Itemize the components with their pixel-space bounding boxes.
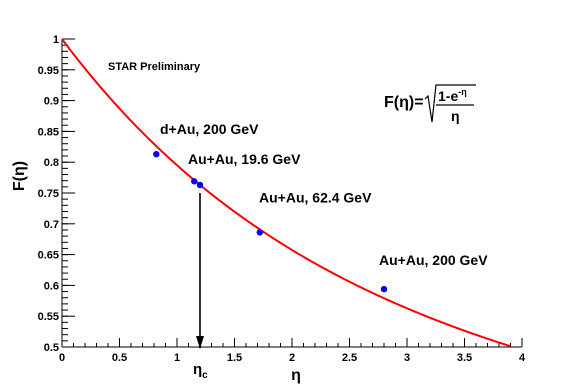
formula-numerator-exponent: -η — [458, 87, 467, 97]
y-tick-label: 0.6 — [44, 280, 59, 292]
y-axis-label: F(η) — [11, 161, 28, 191]
y-tick-label: 1 — [53, 34, 59, 46]
data-point — [196, 181, 204, 189]
y-tick-label: 0.5 — [44, 342, 59, 354]
y-tick-label: 0.75 — [38, 188, 59, 200]
x-tick-label: 2.5 — [342, 352, 357, 364]
plot-area — [62, 39, 522, 347]
x-axis-label: η — [291, 367, 301, 384]
formula-numerator: 1-e-η — [438, 87, 467, 104]
x-tick-label: 2 — [289, 352, 295, 364]
formula: F(η)= 1-e-η η — [384, 84, 476, 124]
y-tick-label: 0.65 — [38, 250, 59, 262]
eta-c-label: ηc — [193, 361, 208, 381]
data-points-layer: d+Au, 200 GeV Au+Au, 19.6 GeV Au+Au, 62.4 … — [153, 121, 488, 293]
x-tick-label: 1 — [174, 352, 180, 364]
x-tick-label: 3.5 — [457, 352, 472, 364]
x-tick-label: 0.5 — [112, 352, 127, 364]
y-tick-label: 0.7 — [44, 219, 59, 231]
data-point — [256, 229, 263, 236]
formula-denominator: η — [451, 108, 460, 124]
eta-c-label-subscript: c — [202, 370, 208, 381]
data-point — [191, 178, 198, 185]
formula-numerator-base: 1-e — [438, 88, 458, 104]
fit-curve-layer — [61, 38, 511, 348]
x-tick-label: 0 — [59, 352, 65, 364]
data-point — [380, 285, 388, 293]
data-point-label: Au+Au, 19.6 GeV — [188, 151, 301, 167]
y-tick-label: 0.9 — [44, 96, 59, 108]
y-tick-label: 0.8 — [44, 157, 59, 169]
eta-c-label-base: η — [193, 361, 202, 378]
formula-radical — [424, 84, 476, 123]
y-tick-label: 0.95 — [38, 65, 59, 77]
y-tick-label: 0.55 — [38, 311, 59, 323]
data-point-label: Au+Au, 62.4 GeV — [259, 189, 372, 205]
fit-curve — [61, 38, 511, 348]
eta-c-marker: ηc — [193, 193, 208, 381]
axes: 0 0.5 1 1.5 2 2.5 3 3.5 40.50.550.60.650.70.750.… — [38, 34, 526, 364]
data-point-label: d+Au, 200 GeV — [160, 121, 259, 137]
preliminary-label: STAR Preliminary — [108, 61, 201, 73]
eta-c-arrow-head — [196, 336, 204, 349]
x-tick-label: 1.5 — [227, 352, 242, 364]
data-point — [153, 150, 160, 158]
data-point-label: Au+Au, 200 GeV — [379, 252, 488, 268]
y-tick-label: 0.85 — [38, 126, 59, 138]
formula-lhs: F(η)= — [384, 94, 424, 111]
x-tick-label: 4 — [519, 352, 526, 364]
x-tick-label: 3 — [404, 352, 410, 364]
